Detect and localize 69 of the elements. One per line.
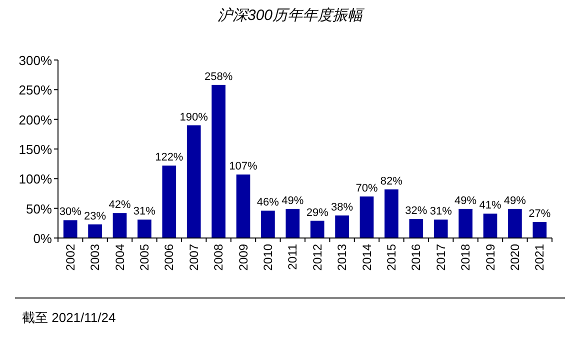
x-tick-label: 2013 bbox=[335, 244, 350, 271]
data-label: 70% bbox=[356, 182, 378, 194]
data-label: 41% bbox=[479, 200, 502, 212]
data-label: 31% bbox=[430, 206, 452, 218]
data-label: 38% bbox=[331, 201, 354, 214]
y-tick-label: 50% bbox=[26, 201, 52, 216]
data-label: 190% bbox=[180, 111, 208, 124]
text: 截至 2021/11/24 bbox=[22, 310, 116, 325]
bar bbox=[261, 210, 275, 238]
bar bbox=[186, 125, 201, 238]
data-label: 30% bbox=[59, 206, 82, 218]
bar bbox=[434, 220, 448, 238]
data-label: 31% bbox=[133, 206, 156, 218]
x-tick-label: 2012 bbox=[310, 244, 324, 271]
bar bbox=[384, 189, 398, 238]
bar bbox=[532, 222, 547, 238]
bar bbox=[360, 196, 374, 238]
bar bbox=[508, 208, 522, 238]
bar bbox=[138, 220, 152, 238]
bar bbox=[335, 215, 349, 238]
x-tick-label: 2014 bbox=[360, 244, 374, 271]
data-label: 107% bbox=[229, 160, 258, 173]
bar bbox=[286, 208, 300, 238]
x-tick-label: 2015 bbox=[384, 244, 398, 271]
y-tick-label: 300% bbox=[18, 53, 52, 68]
data-label: 49% bbox=[504, 194, 526, 207]
data-label: 46% bbox=[256, 196, 280, 209]
x-tick-label: 2007 bbox=[186, 244, 201, 271]
x-tick-label: 2020 bbox=[508, 244, 522, 271]
x-tick-label: 2003 bbox=[88, 244, 102, 271]
y-tick-label: 100% bbox=[18, 172, 52, 187]
data-label: 27% bbox=[528, 208, 551, 220]
x-tick-label: 2008 bbox=[212, 244, 226, 271]
bar bbox=[310, 220, 324, 238]
x-tick-label: 2004 bbox=[112, 244, 127, 271]
data-label: 49% bbox=[454, 194, 477, 207]
data-label: 258% bbox=[204, 70, 233, 83]
x-tick-label: 2018 bbox=[458, 244, 473, 271]
bar bbox=[63, 220, 78, 238]
bar bbox=[458, 208, 472, 238]
data-label: 49% bbox=[282, 194, 304, 207]
x-tick-label: 2006 bbox=[162, 244, 176, 271]
bar bbox=[162, 166, 176, 238]
y-tick-label: 200% bbox=[18, 112, 52, 128]
data-label: 122% bbox=[155, 152, 184, 164]
data-label: 23% bbox=[84, 210, 106, 222]
data-label: 82% bbox=[380, 175, 403, 188]
y-tick-label: 250% bbox=[18, 82, 52, 98]
x-tick-label: 2010 bbox=[260, 244, 275, 271]
bar bbox=[236, 174, 250, 238]
x-tick-label: 2021 bbox=[532, 244, 547, 271]
x-tick-label: 2019 bbox=[483, 244, 498, 271]
x-tick-label: 2017 bbox=[434, 244, 448, 271]
bar bbox=[212, 84, 226, 238]
data-label: 42% bbox=[108, 199, 131, 212]
x-tick-label: 2005 bbox=[137, 244, 152, 271]
bar bbox=[483, 214, 498, 238]
chart-title: 沪深300历年年度振幅 bbox=[217, 7, 366, 24]
x-tick-label: 2002 bbox=[63, 244, 78, 271]
x-tick-label: 2011 bbox=[286, 244, 300, 270]
bar bbox=[88, 224, 102, 238]
bar bbox=[409, 219, 424, 238]
bar bbox=[112, 213, 127, 238]
data-label: 32% bbox=[405, 205, 428, 218]
x-tick-label: 2009 bbox=[236, 244, 250, 271]
y-tick-label: 0% bbox=[33, 231, 52, 246]
y-tick-label: 150% bbox=[18, 142, 52, 157]
x-tick-label: 2016 bbox=[409, 244, 424, 271]
data-label: 29% bbox=[306, 206, 329, 219]
